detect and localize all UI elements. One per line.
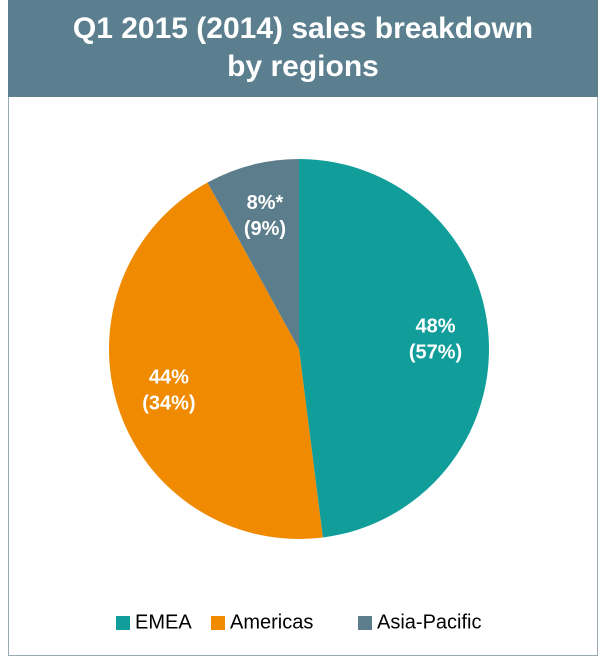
value-label: 8%* [247, 192, 284, 214]
legend-label: Asia-Pacific [377, 611, 481, 633]
prior-value-label: (57%) [409, 342, 462, 364]
prior-value-label: (34%) [142, 393, 195, 415]
prior-value-label: (9%) [244, 218, 286, 240]
legend-swatch [116, 616, 130, 630]
chart-title: Q1 2015 (2014) sales breakdown by region… [8, 0, 598, 97]
pie-slice [108, 182, 323, 540]
legend-label: EMEA [135, 611, 192, 633]
panel-frame [8, 0, 598, 656]
value-label: 48% [416, 316, 456, 338]
pie-slice [207, 159, 299, 349]
legend-swatch [358, 616, 372, 630]
legend-swatch [211, 616, 225, 630]
value-label: 44% [149, 367, 189, 389]
legend-label: Americas [230, 611, 313, 633]
pie-slice [299, 159, 490, 538]
